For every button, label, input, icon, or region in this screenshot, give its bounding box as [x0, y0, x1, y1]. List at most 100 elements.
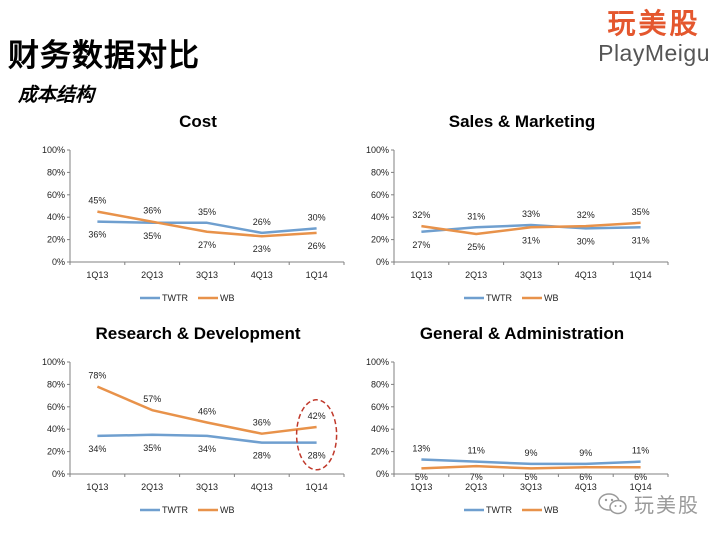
- sales-marketing-chart-svg: 0% 20% 40% 60% 80% 100% 1Q13 2Q13 3Q13 4Q13 1Q14 32…: [366, 145, 669, 303]
- y-tick-label: 40%: [371, 212, 389, 222]
- data-label-wb: 23%: [253, 244, 271, 254]
- data-label-twtr: 30%: [308, 212, 326, 222]
- y-tick-label: 60%: [371, 190, 389, 200]
- y-tick-label: 60%: [371, 402, 389, 412]
- x-tick-label: 1Q13: [410, 482, 432, 492]
- sales-marketing-chart-title: Sales & Marketing: [448, 112, 596, 131]
- y-tick-label: 0%: [52, 469, 65, 479]
- data-label-wb: 45%: [88, 196, 106, 206]
- data-label-wb: 36%: [143, 206, 161, 216]
- x-tick-label: 4Q13: [575, 482, 597, 492]
- x-tick-label: 2Q13: [141, 270, 163, 280]
- y-tick-label: 20%: [371, 447, 389, 457]
- series-line-twtr: [421, 223, 641, 234]
- y-tick-label: 0%: [52, 257, 65, 267]
- logo-english: PlayMeigu: [598, 40, 710, 66]
- x-tick-label: 1Q14: [630, 270, 652, 280]
- series-line-wb: [421, 221, 641, 236]
- x-tick-label: 2Q13: [141, 482, 163, 492]
- legend-label-wb: WB: [220, 505, 235, 515]
- x-tick-label: 2Q13: [465, 482, 487, 492]
- data-label-twtr: 9%: [579, 448, 592, 458]
- data-label-wb: 32%: [577, 210, 595, 220]
- x-tick-label: 4Q13: [575, 270, 597, 280]
- x-tick-label: 3Q13: [196, 270, 218, 280]
- wechat-icon: [598, 492, 627, 514]
- data-label-twtr: 28%: [253, 451, 271, 461]
- data-label-wb: 6%: [634, 472, 647, 482]
- data-label-twtr: 26%: [253, 217, 271, 227]
- legend-label-wb: WB: [220, 293, 235, 303]
- y-tick-label: 20%: [371, 235, 389, 245]
- x-tick-label: 2Q13: [465, 270, 487, 280]
- data-label-wb: 7%: [470, 472, 483, 482]
- y-tick-label: 0%: [376, 257, 389, 267]
- data-label-twtr: 27%: [412, 240, 430, 250]
- data-label-wb: 78%: [88, 371, 106, 381]
- data-label-wb: 5%: [524, 472, 537, 482]
- logo-chinese: 玩美股: [607, 8, 701, 39]
- x-tick-label: 1Q14: [630, 482, 652, 492]
- data-label-twtr: 28%: [308, 451, 326, 461]
- watermark-text: 玩美股: [634, 495, 700, 517]
- x-tick-label: 1Q13: [410, 270, 432, 280]
- y-tick-label: 100%: [366, 357, 389, 367]
- legend-label-twtr: TWTR: [486, 505, 512, 515]
- data-label-twtr: 33%: [522, 209, 540, 219]
- series-line-wb: [97, 210, 317, 238]
- x-tick-label: 3Q13: [520, 482, 542, 492]
- x-tick-label: 1Q13: [86, 270, 108, 280]
- series-line-wb: [421, 464, 641, 470]
- y-tick-label: 80%: [371, 379, 389, 389]
- data-label-wb: 27%: [198, 240, 216, 250]
- x-tick-label: 1Q13: [86, 482, 108, 492]
- y-tick-label: 40%: [47, 212, 65, 222]
- x-tick-label: 1Q14: [306, 482, 328, 492]
- data-label-twtr: 35%: [143, 443, 161, 453]
- page-subtitle: 成本结构: [18, 85, 95, 106]
- data-label-twtr: 35%: [143, 231, 161, 241]
- data-label-wb: 46%: [198, 406, 216, 416]
- legend-label-twtr: TWTR: [162, 505, 188, 515]
- data-label-wb: 5%: [415, 472, 428, 482]
- legend-label-twtr: TWTR: [486, 293, 512, 303]
- data-label-twtr: 11%: [632, 446, 649, 456]
- y-tick-label: 40%: [47, 424, 65, 434]
- legend-label-wb: WB: [544, 293, 559, 303]
- legend-label-wb: WB: [544, 505, 559, 515]
- data-label-twtr: 34%: [198, 444, 216, 454]
- data-label-twtr: 36%: [88, 230, 106, 240]
- x-tick-label: 4Q13: [251, 270, 273, 280]
- sales-marketing-chart: 0% 20% 40% 60% 80% 100% 1Q13 2Q13 3Q13 4Q13 1Q14 32…: [352, 112, 692, 322]
- data-label-wb: 42%: [308, 411, 326, 421]
- general-administration-chart-svg: 0% 20% 40% 60% 80% 100% 1Q13 2Q13 3Q13 4Q13 1Q14 13…: [366, 357, 669, 515]
- series-line-wb: [96, 385, 317, 435]
- wechat-watermark: 玩美股: [598, 489, 700, 518]
- series-line-twtr: [421, 458, 641, 466]
- data-label-twtr: 30%: [577, 236, 595, 246]
- data-label-wb: 6%: [579, 472, 592, 482]
- data-label-twtr: 34%: [88, 444, 106, 454]
- data-label-wb: 25%: [467, 242, 485, 252]
- data-label-wb: 31%: [522, 235, 540, 245]
- research-development-chart-svg: 0% 20% 40% 60% 80% 100% 1Q13 2Q13 3Q13 4Q13 1Q14 78…: [42, 357, 345, 515]
- research-development-chart: 0% 20% 40% 60% 80% 100% 1Q13 2Q13 3Q13 4Q13 1Q14 78…: [28, 324, 368, 534]
- data-label-twtr: 31%: [632, 235, 650, 245]
- legend-label-twtr: TWTR: [162, 293, 188, 303]
- data-label-wb: 35%: [632, 207, 650, 217]
- data-label-twtr: 11%: [468, 446, 485, 456]
- data-label-wb: 36%: [253, 418, 271, 428]
- x-tick-label: 4Q13: [251, 482, 273, 492]
- data-label-twtr: 31%: [467, 211, 485, 221]
- y-tick-label: 100%: [366, 145, 389, 155]
- y-tick-label: 100%: [42, 357, 65, 367]
- series-line-twtr: [97, 220, 317, 235]
- cost-chart-title: Cost: [179, 112, 217, 131]
- cost-chart-svg: 0% 20% 40% 60% 80% 100% 1Q13 2Q13 3Q13 4Q13 1Q14 45…: [42, 145, 345, 303]
- general-administration-chart-title: General & Administration: [419, 324, 625, 343]
- y-tick-label: 80%: [47, 167, 65, 177]
- brand-logo: 玩美股 PlayMeigu: [598, 8, 710, 66]
- data-label-twtr: 13%: [412, 443, 430, 453]
- y-tick-label: 0%: [376, 469, 389, 479]
- general-administration-chart: 0% 20% 40% 60% 80% 100% 1Q13 2Q13 3Q13 4Q13 1Q14 13…: [352, 324, 692, 534]
